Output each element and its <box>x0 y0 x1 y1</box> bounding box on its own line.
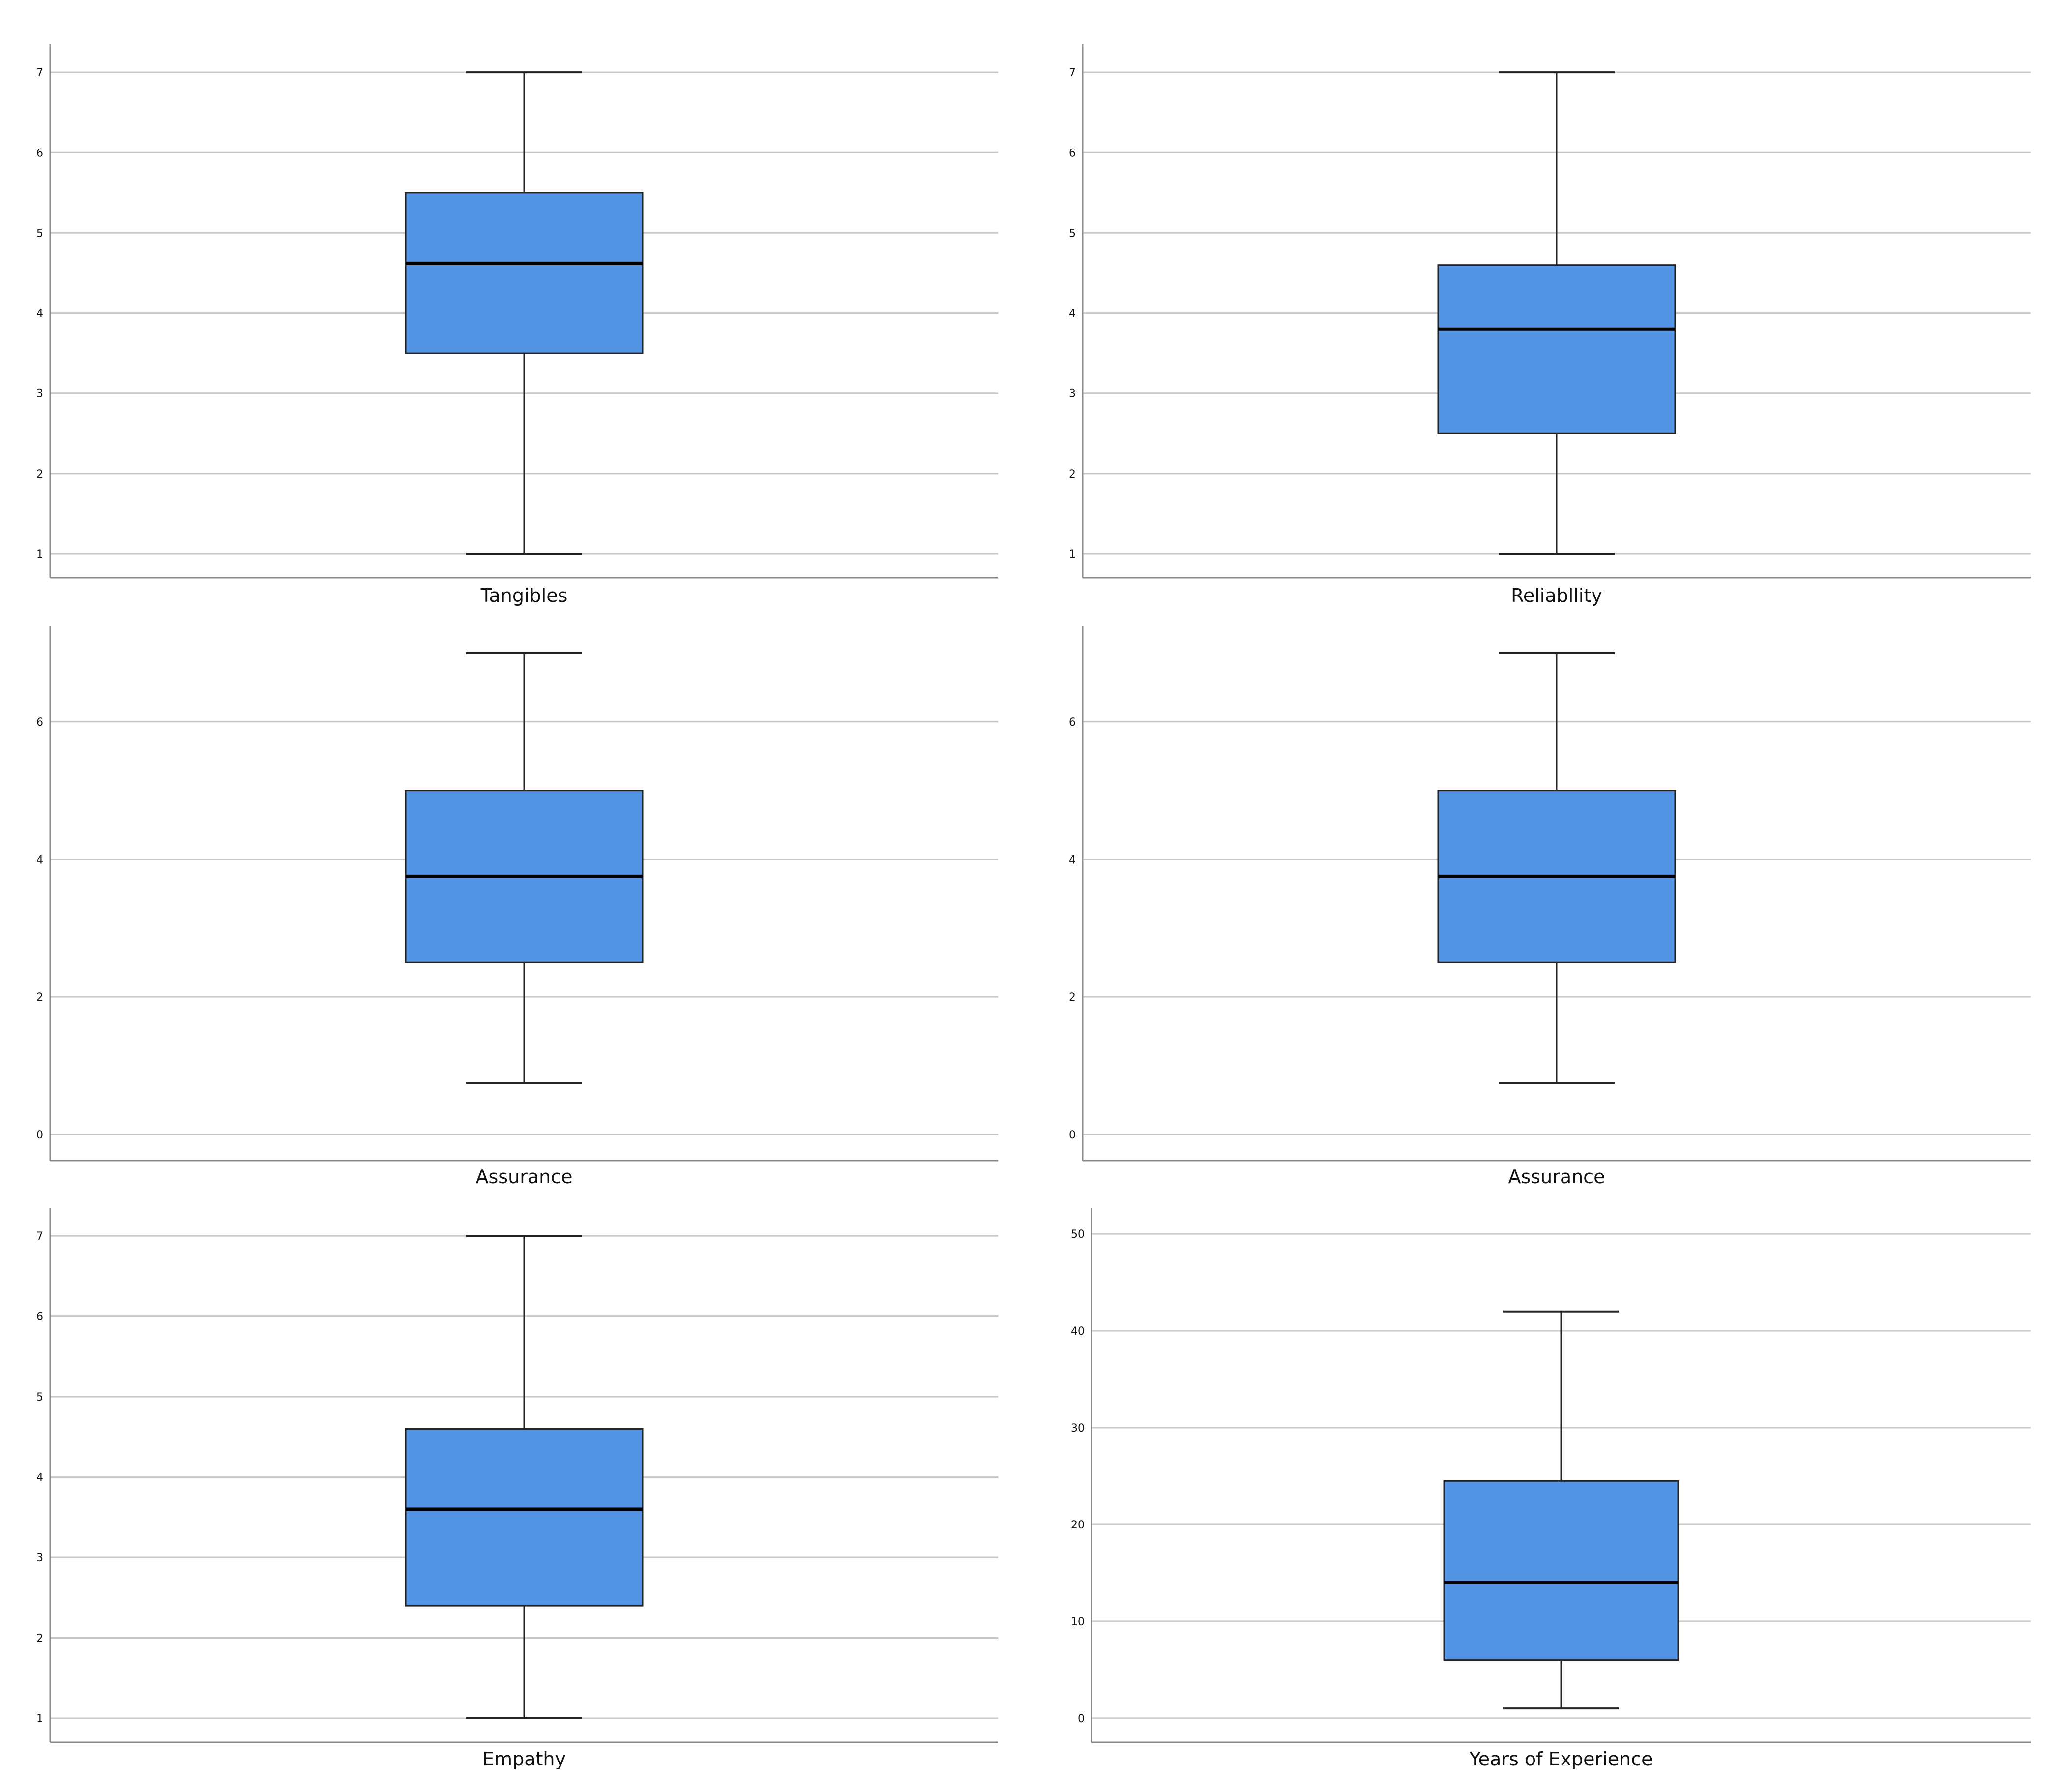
boxplot-panel-6: 0 10 20 30 40 50 Years of Experience <box>1071 1208 2031 1770</box>
y-tick-label: 6 <box>1069 147 1076 159</box>
boxplot-panel-3: 0 2 4 6 Assurance <box>36 626 998 1188</box>
y-tick-label: 3 <box>36 1552 43 1564</box>
y-tick-label: 2 <box>36 991 43 1004</box>
y-tick-label: 7 <box>36 67 43 79</box>
y-tick-label: 2 <box>36 468 43 480</box>
x-axis-label: Assurance <box>476 1166 573 1188</box>
y-tick-label: 7 <box>36 1230 43 1243</box>
y-tick-label: 1 <box>1069 548 1076 561</box>
y-tick-label: 1 <box>36 1713 43 1725</box>
x-axis-label: Years of Experience <box>1469 1748 1653 1770</box>
y-tick-label: 7 <box>1069 67 1076 79</box>
y-tick-label: 0 <box>36 1129 43 1141</box>
y-tick-label: 40 <box>1071 1325 1085 1338</box>
iqr-box <box>1443 1480 1679 1661</box>
x-axis-label: Empathy <box>482 1748 566 1770</box>
y-tick-label: 6 <box>36 717 43 729</box>
y-tick-label: 5 <box>1069 227 1076 239</box>
y-tick-label: 5 <box>36 1391 43 1404</box>
y-tick-label: 4 <box>1069 854 1076 866</box>
y-tick-label: 0 <box>1078 1713 1085 1725</box>
y-tick-label: 2 <box>1069 468 1076 480</box>
y-tick-label: 3 <box>1069 388 1076 400</box>
boxplot-panel-1: 1 2 3 4 5 6 7 Tangibles <box>36 44 998 606</box>
y-tick-label: 5 <box>36 227 43 239</box>
y-tick-label: 2 <box>1069 991 1076 1004</box>
y-tick-label: 30 <box>1071 1422 1085 1434</box>
y-tick-label: 4 <box>36 308 43 320</box>
y-tick-label: 6 <box>36 147 43 159</box>
y-tick-label: 10 <box>1071 1616 1085 1628</box>
y-tick-label: 20 <box>1071 1519 1085 1531</box>
x-axis-label: Reliabllity <box>1511 585 1602 606</box>
iqr-box <box>405 1428 644 1607</box>
y-tick-label: 3 <box>36 388 43 400</box>
y-tick-label: 4 <box>36 854 43 866</box>
y-tick-label: 6 <box>36 1311 43 1323</box>
boxplot-panel-2: 1 2 3 4 5 6 7 Reliabllity <box>1069 44 2031 606</box>
boxplot-panel-4: 0 2 4 6 Assurance <box>1069 626 2031 1188</box>
boxplot-panel-5: 1 2 3 4 5 6 7 Empathy <box>36 1208 998 1770</box>
x-axis-label: Assurance <box>1508 1166 1605 1188</box>
y-tick-label: 4 <box>36 1472 43 1484</box>
y-tick-label: 50 <box>1071 1228 1085 1241</box>
y-tick-label: 1 <box>36 548 43 561</box>
y-tick-label: 6 <box>1069 717 1076 729</box>
iqr-box <box>1437 264 1676 434</box>
x-axis-label: Tangibles <box>480 585 568 606</box>
y-tick-label: 0 <box>1069 1129 1076 1141</box>
iqr-box <box>405 192 644 354</box>
y-tick-label: 4 <box>1069 308 1076 320</box>
y-tick-label: 2 <box>36 1633 43 1645</box>
